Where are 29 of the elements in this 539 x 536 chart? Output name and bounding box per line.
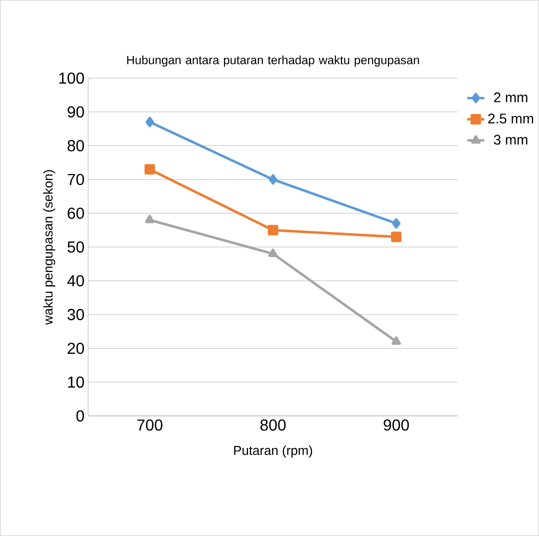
y-tick-label: 20: [68, 342, 84, 354]
y-tick-label: 0: [76, 410, 84, 422]
x-tick-label: 800: [260, 419, 286, 431]
point: [268, 224, 278, 236]
y-tick-label: 100: [59, 72, 84, 84]
y-axis-title: waktu pengupasan (sekon): [43, 170, 56, 325]
y-tick-label: 40: [67, 275, 84, 286]
y-tick-label: 50: [68, 241, 84, 253]
point: [268, 174, 278, 185]
point: [392, 336, 401, 345]
y-tick-label: 10: [68, 376, 84, 388]
x-tick-label: 700: [137, 419, 162, 431]
y-tick-label: 90: [68, 106, 84, 118]
point: [268, 248, 278, 257]
x-tick-label: 900: [384, 419, 409, 431]
point: [392, 218, 400, 229]
legend-label: 2.5 mm: [488, 114, 534, 124]
point: [145, 214, 154, 224]
point: [391, 232, 402, 242]
point: [146, 116, 154, 128]
legend-label: 3 mm: [494, 134, 528, 145]
point: [144, 164, 155, 175]
y-tick-label: 60: [68, 208, 84, 219]
y-tick-label: 30: [68, 308, 84, 320]
y-tick-label: 70: [68, 174, 84, 186]
y-tick-label: 80: [68, 140, 84, 152]
x-axis-title: Putaran (rpm): [234, 446, 312, 458]
chart-title: Hubungan antara putaran terhadap waktu pengupasan: [127, 56, 419, 67]
legend-label: 2 mm: [494, 92, 528, 102]
